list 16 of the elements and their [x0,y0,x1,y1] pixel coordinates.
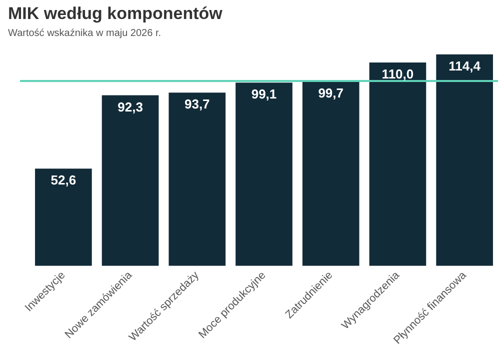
data-label: 110,0 [382,66,414,82]
bar [35,168,92,266]
bar [369,62,426,266]
data-label: 52,6 [50,172,76,188]
chart-subtitle: Wartość wskaźnika w maju 2026 r. [8,28,162,39]
bar [168,92,226,266]
data-label: 99,1 [251,86,277,102]
bar [102,95,159,266]
data-label: 99,7 [318,86,344,101]
bar [436,54,493,266]
bar [302,82,360,266]
chart-title: MIK według komponentów [8,4,222,24]
data-label: 93,7 [184,96,210,112]
data-label: 114,4 [448,58,482,74]
data-label: 92,3 [118,99,143,114]
bar [236,82,292,266]
